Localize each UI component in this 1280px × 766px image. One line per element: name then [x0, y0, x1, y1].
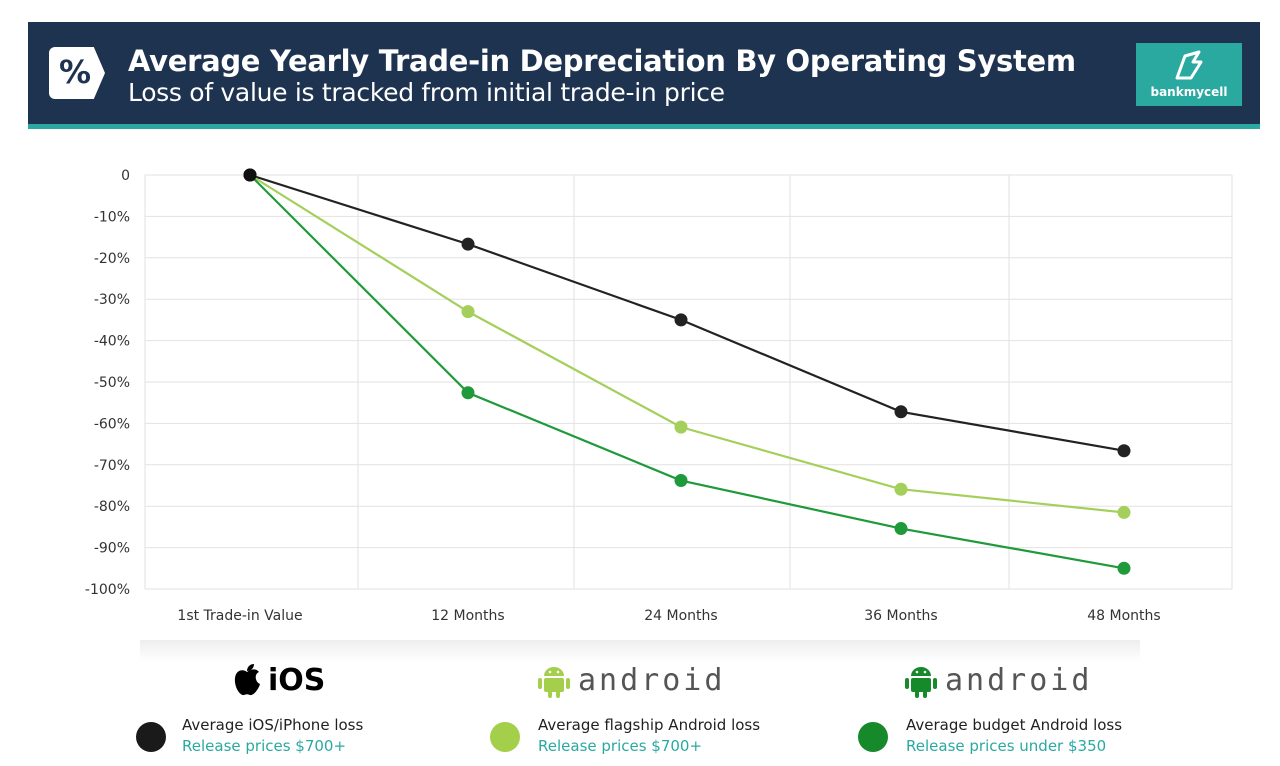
legend-swatch — [490, 722, 520, 752]
y-tick-label: -30% — [94, 292, 130, 308]
data-point — [894, 405, 908, 419]
data-point — [461, 305, 475, 319]
data-point — [674, 420, 688, 434]
legend-sublabel: Release prices $700+ — [538, 737, 703, 755]
data-point — [461, 386, 475, 400]
legend-swatch — [136, 722, 166, 752]
data-point — [894, 522, 908, 536]
y-tick-label: -80% — [94, 499, 130, 515]
series-2 — [249, 174, 1125, 570]
y-tick-label: -60% — [94, 416, 130, 432]
series-1 — [249, 174, 1125, 514]
ios-brand-text: iOS — [268, 662, 326, 698]
series-line — [249, 174, 1125, 514]
legend-label: Average flagship Android loss — [538, 716, 761, 734]
data-point — [674, 474, 688, 488]
ios-brand: iOS — [232, 660, 325, 700]
phone-logo-icon — [1175, 50, 1203, 80]
legend-sublabel: Release prices under $350 — [906, 737, 1107, 755]
header-banner — [28, 22, 1260, 124]
y-tick-label: -90% — [94, 541, 130, 557]
x-tick-label: 36 Months — [864, 608, 937, 624]
legend-band — [140, 640, 1140, 662]
y-tick-label: -10% — [94, 209, 130, 225]
data-point — [461, 237, 475, 251]
data-point — [1117, 505, 1131, 519]
chart-subtitle: Loss of value is tracked from initial tr… — [128, 78, 725, 107]
android-brand-text: android — [945, 662, 1093, 698]
x-tick-label: 48 Months — [1087, 608, 1160, 624]
x-axis-ticks: 1st Trade-in Value 12 Months 24 Months 36 M… — [177, 608, 1160, 624]
android-brand-budget: android — [905, 660, 1092, 700]
y-tick-label: -50% — [94, 375, 130, 391]
legend-swatch — [858, 722, 888, 752]
logo-text: bankmycell — [1150, 85, 1228, 99]
x-tick-label: 12 Months — [431, 608, 504, 624]
chart-series — [243, 168, 1131, 575]
data-point — [674, 313, 688, 327]
android-brand-text: android — [578, 662, 726, 698]
legend-label: Average iOS/iPhone loss — [182, 716, 364, 734]
data-point — [1117, 561, 1131, 575]
chart-grid — [144, 174, 1233, 590]
android-icon — [538, 667, 570, 698]
legend-sublabel: Release prices $700+ — [182, 737, 347, 755]
x-tick-label: 24 Months — [644, 608, 717, 624]
header-accent-bar — [28, 124, 1260, 129]
y-axis-ticks: 0 -10% -20% -30% -40% -50% -60% -70% -80% -90% -10… — [85, 168, 130, 598]
y-tick-label: -20% — [94, 251, 130, 267]
chart-title: Average Yearly Trade-in Depreciation By … — [128, 44, 1076, 78]
percent-icon: % — [49, 47, 105, 99]
apple-icon — [234, 664, 260, 696]
line-chart: 0 -10% -20% -30% -40% -50% -60% -70% -80% -90% -10… — [85, 168, 1233, 624]
data-point — [243, 168, 257, 182]
android-icon — [905, 667, 937, 698]
x-tick-label: 1st Trade-in Value — [177, 608, 302, 624]
bankmycell-logo[interactable]: bankmycell — [1136, 43, 1242, 106]
y-tick-label: -40% — [94, 334, 130, 350]
y-tick-label: -100% — [85, 582, 130, 598]
android-brand-flagship: android — [538, 660, 725, 700]
data-point — [1117, 444, 1131, 458]
y-tick-label: 0 — [121, 168, 130, 184]
percent-badge-text: % — [59, 53, 92, 91]
legend-label: Average budget Android loss — [906, 716, 1123, 734]
series-line — [249, 174, 1125, 570]
data-point — [894, 482, 908, 496]
y-tick-label: -70% — [94, 458, 130, 474]
